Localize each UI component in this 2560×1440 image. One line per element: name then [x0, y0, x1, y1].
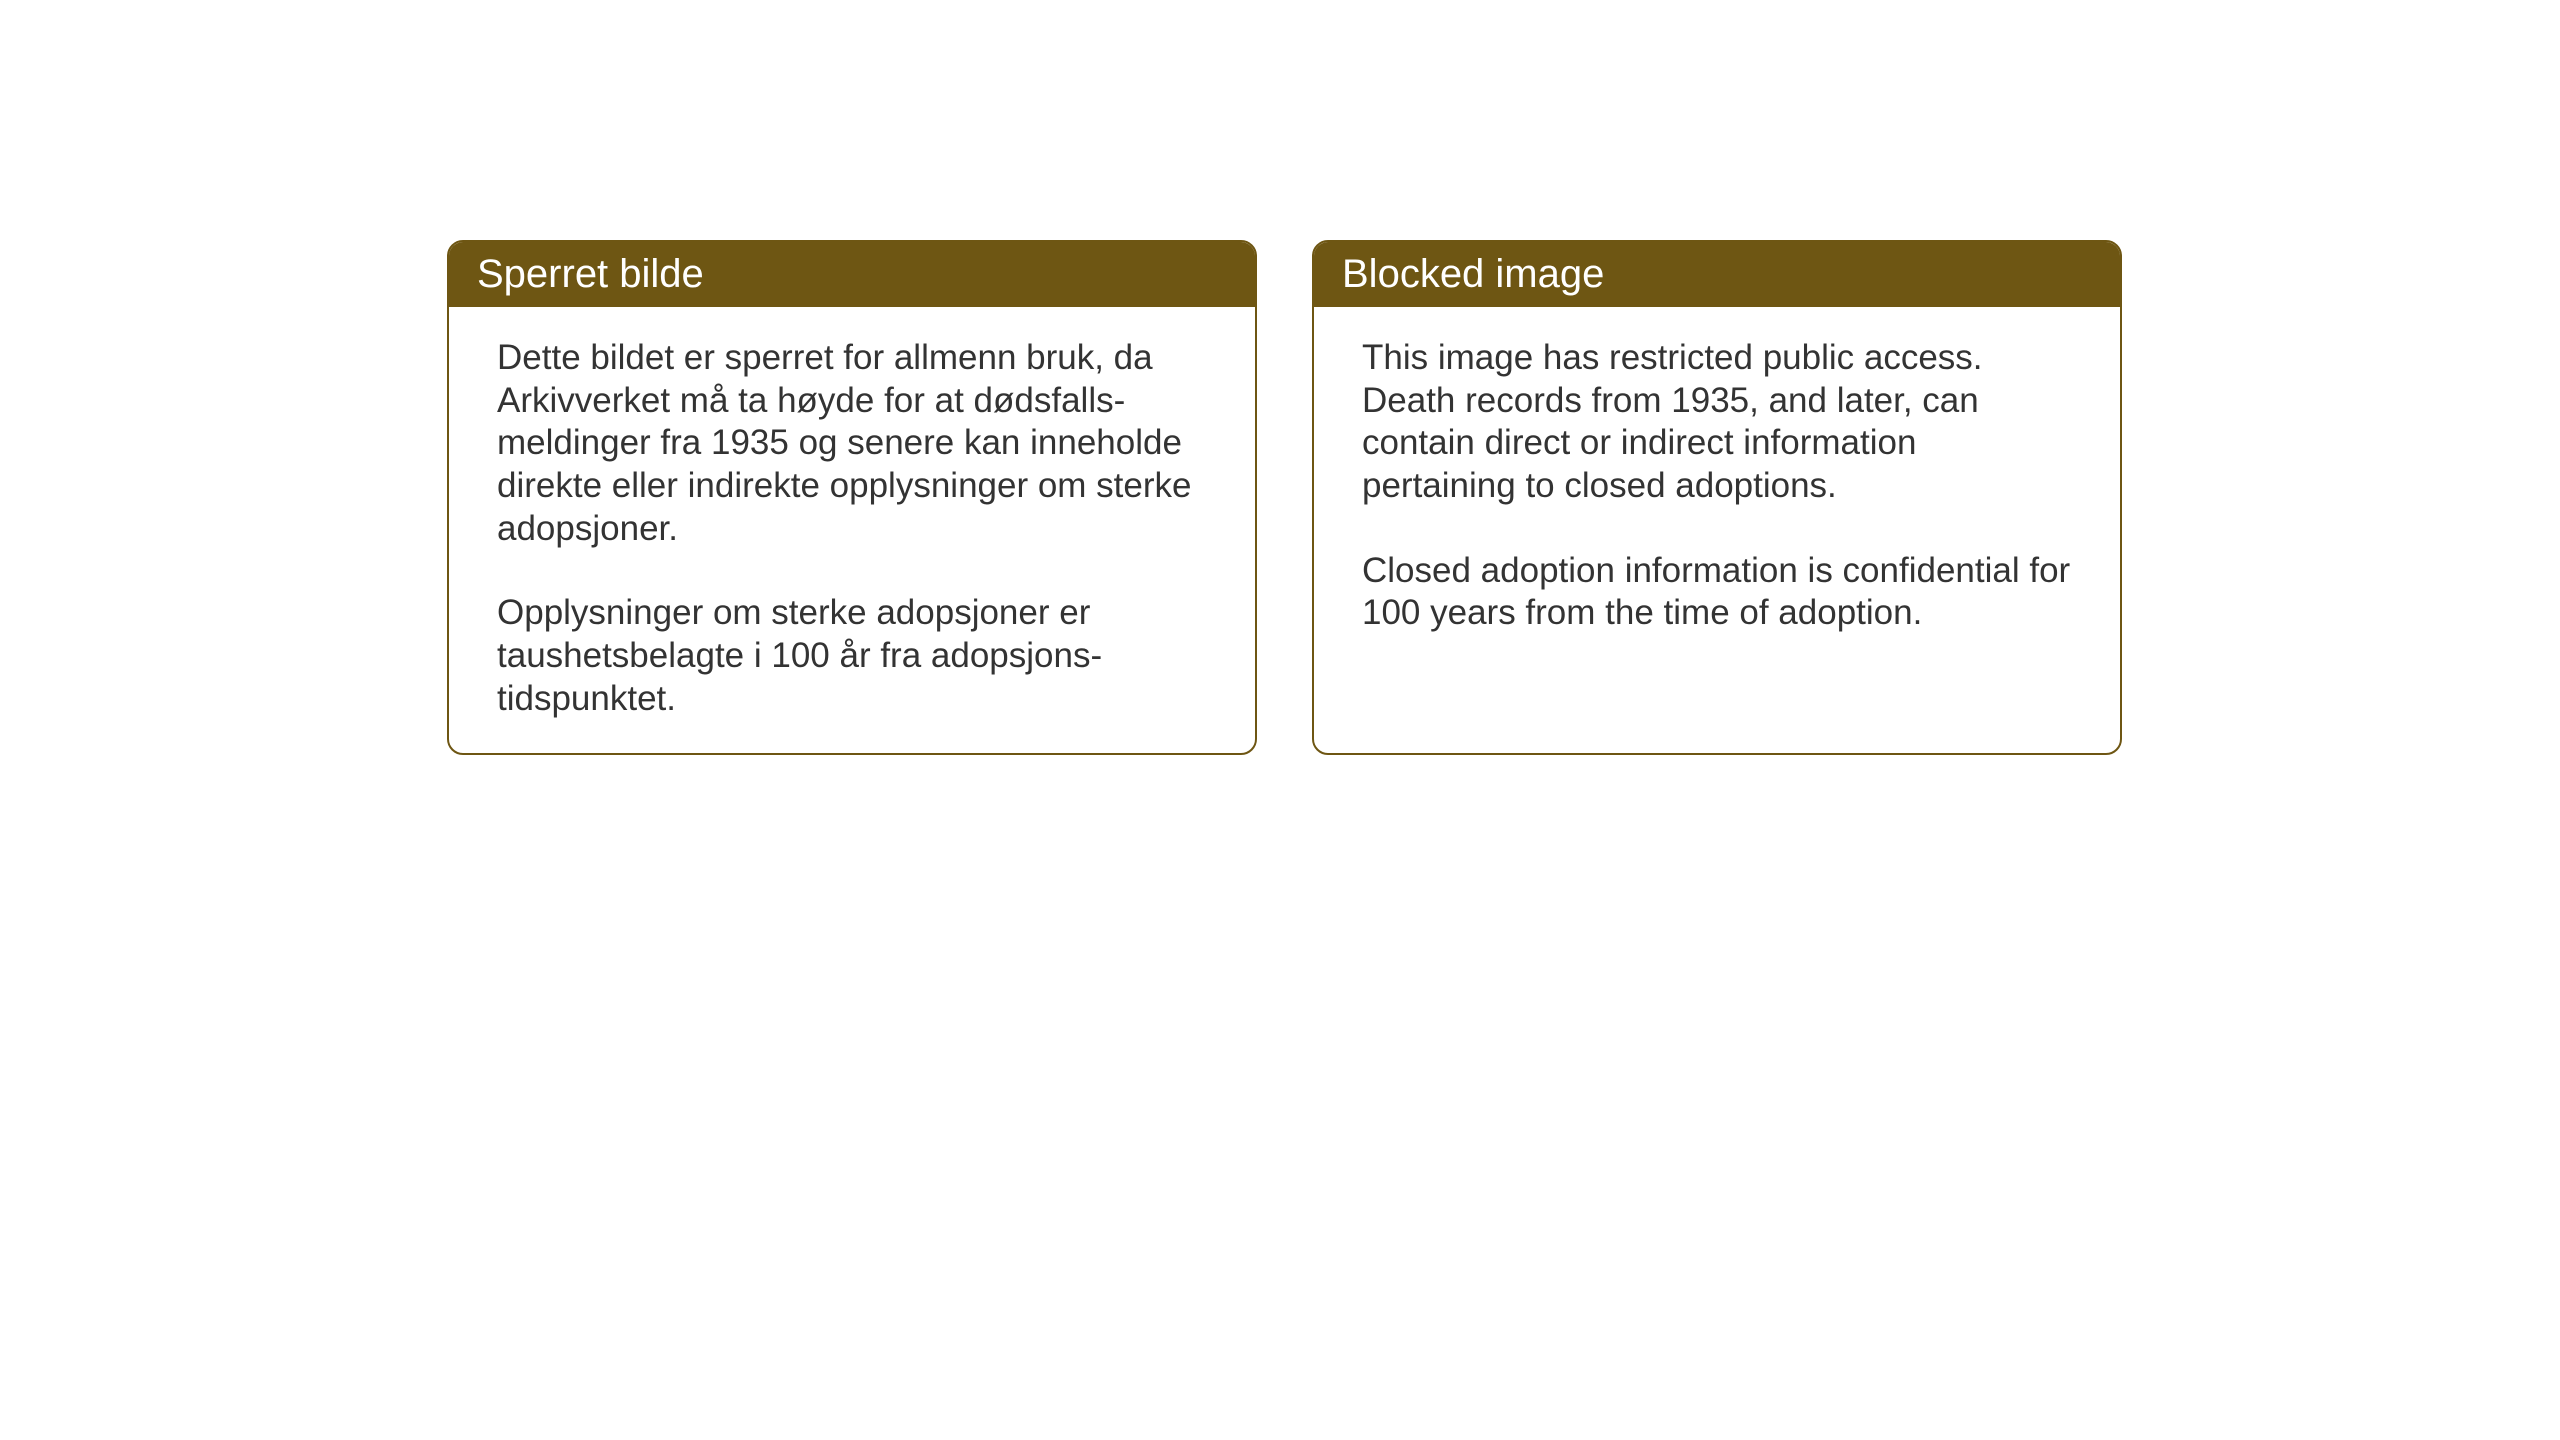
- english-card-body: This image has restricted public access.…: [1314, 307, 2120, 675]
- english-card: Blocked image This image has restricted …: [1312, 240, 2122, 755]
- norwegian-card-body: Dette bildet er sperret for allmenn bruk…: [449, 307, 1255, 755]
- english-card-header: Blocked image: [1314, 242, 2120, 307]
- norwegian-card: Sperret bilde Dette bildet er sperret fo…: [447, 240, 1257, 755]
- cards-container: Sperret bilde Dette bildet er sperret fo…: [447, 240, 2122, 755]
- norwegian-card-title: Sperret bilde: [477, 252, 704, 296]
- norwegian-paragraph-1: Dette bildet er sperret for allmenn bruk…: [497, 337, 1207, 550]
- norwegian-card-header: Sperret bilde: [449, 242, 1255, 307]
- english-card-title: Blocked image: [1342, 252, 1604, 296]
- english-paragraph-1: This image has restricted public access.…: [1362, 337, 2072, 508]
- norwegian-paragraph-2: Opplysninger om sterke adopsjoner er tau…: [497, 592, 1207, 720]
- english-paragraph-2: Closed adoption information is confident…: [1362, 550, 2072, 635]
